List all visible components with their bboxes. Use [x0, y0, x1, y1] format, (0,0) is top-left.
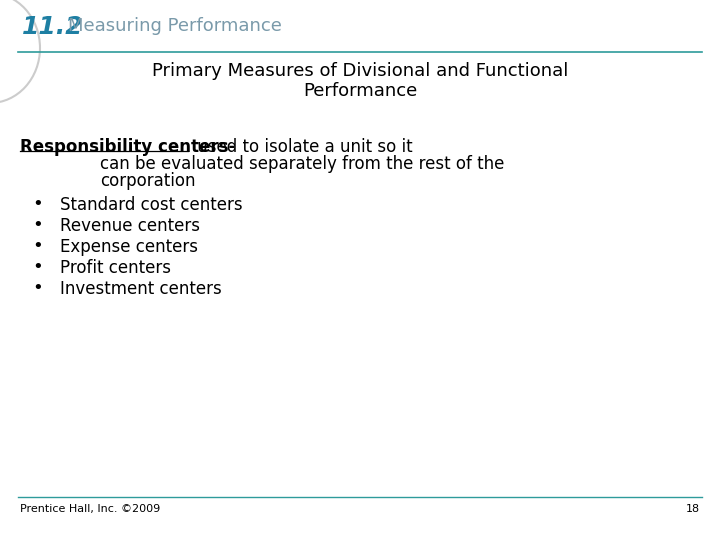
Text: Expense centers: Expense centers [60, 238, 198, 256]
Text: Primary Measures of Divisional and Functional: Primary Measures of Divisional and Funct… [152, 62, 568, 80]
Text: can be evaluated separately from the rest of the: can be evaluated separately from the res… [100, 155, 505, 173]
Text: 18: 18 [686, 504, 700, 514]
Text: Standard cost centers: Standard cost centers [60, 196, 243, 214]
Text: Prentice Hall, Inc. ©2009: Prentice Hall, Inc. ©2009 [20, 504, 161, 514]
Text: used to isolate a unit so it: used to isolate a unit so it [192, 138, 413, 156]
Text: •: • [32, 216, 43, 234]
Text: Responsibility centers-: Responsibility centers- [20, 138, 235, 156]
Text: Investment centers: Investment centers [60, 280, 222, 298]
Text: •: • [32, 237, 43, 255]
Text: Profit centers: Profit centers [60, 259, 171, 277]
Text: Revenue centers: Revenue centers [60, 217, 200, 235]
Text: •: • [32, 258, 43, 276]
Text: corporation: corporation [100, 172, 196, 190]
Text: •: • [32, 195, 43, 213]
Text: 11.2: 11.2 [22, 15, 84, 39]
Text: Performance: Performance [303, 82, 417, 100]
Text: Measuring Performance: Measuring Performance [68, 17, 282, 35]
Text: •: • [32, 279, 43, 297]
